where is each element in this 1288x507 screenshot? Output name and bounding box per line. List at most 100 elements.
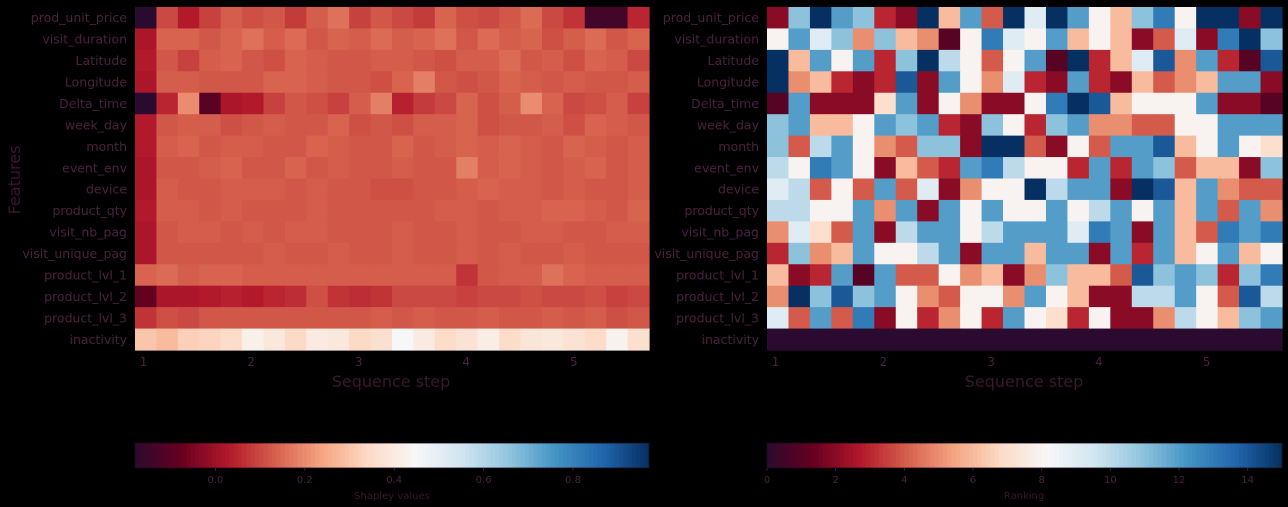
ranking-heatmap-cell xyxy=(1024,199,1047,222)
ranking-colorbar-segment xyxy=(792,443,798,468)
shapley-heatmap-cell xyxy=(220,221,243,244)
shapley-colorbar-segment xyxy=(541,443,547,468)
shapley-heatmap-cell xyxy=(434,221,457,244)
ranking-heatmap-cell xyxy=(809,199,832,222)
shapley-heatmap-cell xyxy=(370,92,393,115)
shapley-colorbar-segment xyxy=(499,443,504,468)
shapley-colorbar-segment xyxy=(567,443,573,468)
ranking-heatmap-cell xyxy=(1067,135,1090,158)
shapley-heatmap-cell xyxy=(456,285,479,308)
ranking-colorbar-segment xyxy=(981,443,987,468)
shapley-heatmap-cell xyxy=(499,221,522,244)
shapley-heatmap-cell xyxy=(370,7,393,30)
shapley-heatmap-cell xyxy=(263,71,286,94)
ranking-heatmap-cell xyxy=(1067,264,1090,287)
shapley-heatmap-cell xyxy=(263,157,286,180)
ranking-y-tick-label: product_lvl_1 xyxy=(676,267,759,282)
ranking-colorbar-segment xyxy=(1200,443,1206,468)
ranking-colorbar-segment xyxy=(1256,443,1262,468)
shapley-heatmap-cell xyxy=(413,285,436,308)
ranking-heatmap-cell xyxy=(1217,178,1240,201)
shapley-heatmap-cell xyxy=(499,264,522,287)
shapley-heatmap-cell xyxy=(434,328,457,351)
ranking-heatmap-cell xyxy=(1067,242,1090,265)
shapley-colorbar-segment xyxy=(451,443,457,468)
ranking-heatmap-cell xyxy=(1196,221,1219,244)
ranking-heatmap-cell xyxy=(1003,199,1026,222)
shapley-colorbar-segment xyxy=(439,443,444,468)
shapley-heatmap-cell xyxy=(306,114,329,137)
shapley-heatmap-cell xyxy=(135,178,158,201)
ranking-heatmap-cell xyxy=(1196,242,1219,265)
ranking-heatmap-cell xyxy=(788,221,811,244)
shapley-colorbar-segment xyxy=(614,443,620,468)
ranking-heatmap-cell xyxy=(1217,28,1240,51)
shapley-colorbar-segment xyxy=(242,443,247,468)
shapley-heatmap-cell xyxy=(499,285,522,308)
shapley-colorbar-segment xyxy=(447,443,453,468)
shapley-colorbar-segment xyxy=(631,443,637,468)
ranking-heatmap-cell xyxy=(1045,221,1069,244)
shapley-y-tick-label: visit_duration xyxy=(42,32,127,47)
ranking-heatmap-cell xyxy=(1174,135,1197,158)
ranking-heatmap-cell xyxy=(981,328,1004,351)
ranking-colorbar-segment xyxy=(1071,443,1077,468)
ranking-heatmap-cell xyxy=(852,135,875,158)
ranking-heatmap-cell xyxy=(1196,328,1219,351)
ranking-colorbar-segment xyxy=(878,443,884,468)
shapley-heatmap-cell xyxy=(306,199,329,222)
shapley-heatmap-cell xyxy=(584,28,607,51)
ranking-y-tick-label: product_qty xyxy=(684,203,759,218)
ranking-x-tick-label: 4 xyxy=(1095,355,1103,369)
ranking-heatmap-cell xyxy=(809,92,832,115)
ranking-heatmap-cell xyxy=(960,7,983,30)
ranking-heatmap-cell xyxy=(1153,135,1176,158)
ranking-colorbar-segment xyxy=(912,443,918,468)
ranking-heatmap-cell xyxy=(874,328,897,351)
shapley-y-tick-label: event_env xyxy=(62,160,127,175)
ranking-heatmap-cell xyxy=(767,264,790,287)
ranking-heatmap-cell xyxy=(917,28,940,51)
shapley-heatmap-cell xyxy=(156,264,179,287)
ranking-heatmap-cell xyxy=(1003,114,1026,137)
ranking-colorbar-segment xyxy=(1080,443,1086,468)
ranking-heatmap-cell xyxy=(1217,71,1240,94)
shapley-colorbar-segment xyxy=(533,443,539,468)
ranking-heatmap-cell xyxy=(831,199,854,222)
shapley-heatmap-cell xyxy=(392,135,415,158)
shapley-heatmap-cell xyxy=(199,328,222,351)
ranking-heatmap-cell xyxy=(809,178,832,201)
ranking-heatmap-cell xyxy=(1024,285,1047,308)
shapley-heatmap-cell xyxy=(199,242,222,265)
ranking-heatmap-cell xyxy=(981,71,1004,94)
ranking-heatmap-cell xyxy=(1217,264,1240,287)
ranking-heatmap-cell xyxy=(809,135,832,158)
ranking-heatmap-cell xyxy=(981,7,1004,30)
shapley-colorbar-segment xyxy=(280,443,286,468)
shapley-heatmap-cell xyxy=(413,178,436,201)
shapley-colorbar-segment xyxy=(139,443,145,468)
ranking-y-tick-label: prod_unit_price xyxy=(663,10,760,25)
shapley-heatmap-cell xyxy=(284,242,307,265)
ranking-heatmap-cell xyxy=(895,242,918,265)
shapley-heatmap-cell xyxy=(327,71,350,94)
ranking-colorbar-segment xyxy=(1273,443,1279,468)
ranking-heatmap-cell xyxy=(1217,221,1240,244)
shapley-colorbar-segment xyxy=(529,443,534,468)
ranking-heatmap-cell xyxy=(831,307,854,330)
ranking-y-tick-label: week_day xyxy=(697,117,760,132)
shapley-heatmap-cell xyxy=(606,7,629,30)
shapley-colorbar-segment xyxy=(164,443,170,468)
ranking-heatmap-cell xyxy=(1260,7,1283,30)
ranking-heatmap-cell xyxy=(1110,328,1133,351)
shapley-colorbar-segment xyxy=(511,443,517,468)
ranking-colorbar-segment xyxy=(1084,443,1090,468)
ranking-colorbar-segment xyxy=(1161,443,1167,468)
shapley-heatmap-cell xyxy=(263,135,286,158)
shapley-heatmap-cell xyxy=(392,221,415,244)
ranking-heatmap-cell xyxy=(1110,92,1133,115)
shapley-heatmap-cell xyxy=(541,157,564,180)
shapley-x-tick-label: 2 xyxy=(247,355,255,369)
ranking-colorbar-segment xyxy=(1213,443,1219,468)
